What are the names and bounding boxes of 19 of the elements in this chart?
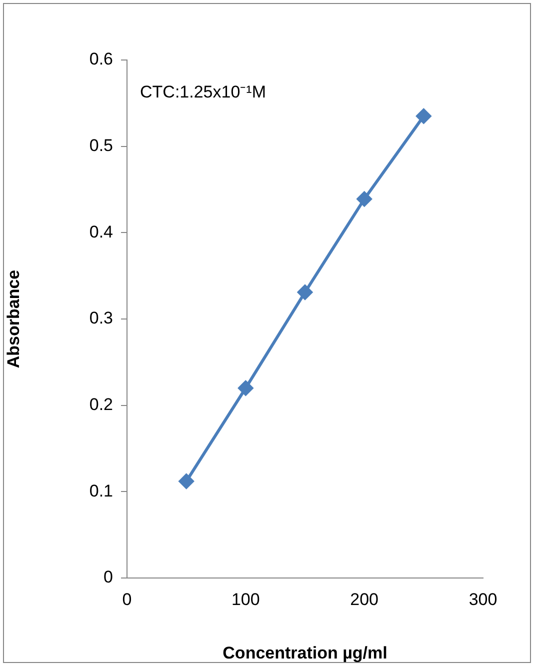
x-tick-label: 100 [231,590,260,609]
y-tick-label: 0.2 [89,395,113,414]
point [298,284,312,300]
x-axis-title: Concentration µg/ml [222,643,388,662]
y-tick-label: 0.6 [89,50,113,69]
point [356,191,372,206]
x-tick-label: 300 [468,590,498,609]
annotation: CTC:1.25x10⁻¹M [140,82,266,102]
y-tick-label: 0.1 [89,481,113,500]
y-tick-label: 0.3 [89,308,113,328]
y-tick-label: 0.4 [89,222,113,242]
point [238,380,254,396]
y-tick-label: 0 [104,568,113,587]
y-axis-title: Absorbance [4,270,23,368]
y-tick-label: 0.5 [89,136,113,156]
x-tick-label: 200 [350,590,379,609]
x-tick-label: 0 [122,590,132,609]
point [416,108,432,124]
point [178,474,194,489]
